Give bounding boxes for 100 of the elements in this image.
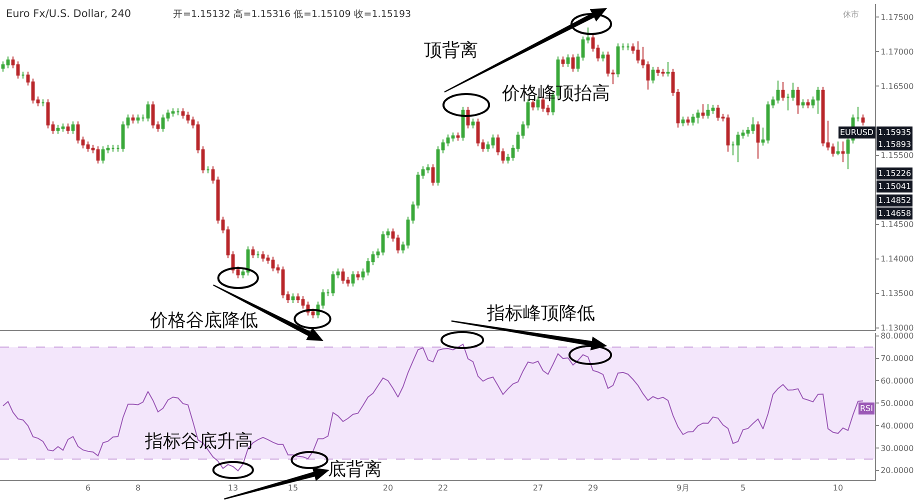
candlestick xyxy=(201,146,205,174)
annotation: 指标峰顶降低 xyxy=(486,303,595,323)
y-tick-label: 1.13000 xyxy=(880,324,914,333)
candlestick xyxy=(721,113,725,122)
candlestick xyxy=(431,164,435,186)
candlestick xyxy=(816,86,820,114)
chart-title: Euro Fx/U.S. Dollar, 240 xyxy=(6,8,132,20)
candlestick xyxy=(831,143,835,158)
candlestick xyxy=(486,140,490,152)
candlestick xyxy=(356,270,360,281)
candlestick xyxy=(311,308,315,319)
candlestick xyxy=(586,26,590,44)
candlestick xyxy=(861,114,865,126)
candlestick xyxy=(751,116,755,134)
candlestick xyxy=(391,228,395,242)
candlestick xyxy=(96,146,100,164)
text: 1.15935 xyxy=(878,128,912,137)
candlestick xyxy=(181,108,185,120)
x-tick-label: 6 xyxy=(85,484,91,493)
candlestick xyxy=(361,268,365,281)
candlestick xyxy=(706,104,710,120)
candlestick xyxy=(286,290,290,304)
candlestick xyxy=(86,140,90,152)
candlestick xyxy=(781,82,785,102)
candlestick xyxy=(11,56,15,69)
candlestick xyxy=(681,116,685,127)
candlestick xyxy=(136,114,140,124)
candlestick xyxy=(731,140,735,156)
candlestick xyxy=(351,270,355,287)
candlestick xyxy=(366,258,370,276)
y-tick-label: 1.15500 xyxy=(880,151,914,160)
y-tick-label: 70.0000 xyxy=(880,354,914,364)
candlestick xyxy=(481,138,485,152)
candlestick xyxy=(616,42,620,78)
candlestick xyxy=(101,146,105,164)
y-tick-label: 30.0000 xyxy=(880,444,914,453)
candlestick xyxy=(206,166,210,174)
candlestick xyxy=(291,292,295,304)
candlestick xyxy=(736,131,740,163)
y-tick-label: 1.14000 xyxy=(880,254,914,264)
candlestick xyxy=(266,254,270,264)
candlestick xyxy=(626,42,630,51)
candlestick xyxy=(21,71,25,80)
candlestick xyxy=(301,296,305,310)
candlestick xyxy=(56,124,60,134)
candlestick xyxy=(636,40,640,64)
x-tick-label: 8 xyxy=(135,484,141,493)
candlestick xyxy=(341,268,345,284)
candlestick xyxy=(371,250,375,266)
candlestick xyxy=(411,201,415,224)
candlestick xyxy=(381,230,385,256)
candlestick xyxy=(396,234,400,254)
candlestick xyxy=(826,120,830,151)
x-tick-label: 29 xyxy=(588,484,598,493)
x-tick-label: 5 xyxy=(740,484,746,493)
candlestick xyxy=(176,108,180,116)
candlestick xyxy=(511,144,515,162)
candlestick xyxy=(276,264,280,274)
candlestick xyxy=(281,266,285,299)
candlestick xyxy=(36,96,40,107)
candlestick xyxy=(491,134,495,149)
candlestick xyxy=(656,66,660,76)
candlestick xyxy=(6,56,10,69)
candlestick xyxy=(571,54,575,72)
annotation: 休市 xyxy=(843,10,859,19)
candlestick xyxy=(796,86,800,114)
candlestick xyxy=(496,134,500,156)
candlestick xyxy=(106,144,110,154)
candlestick xyxy=(91,144,95,154)
candlestick xyxy=(156,120,160,132)
candlestick xyxy=(646,60,650,90)
candlestick xyxy=(771,96,775,109)
x-tick-label: 22 xyxy=(438,484,448,493)
candlestick xyxy=(41,98,45,107)
candlestick xyxy=(426,164,430,174)
text: 1.15893 xyxy=(878,140,912,149)
candlestick xyxy=(121,120,125,152)
candlestick xyxy=(346,276,350,287)
candlestick xyxy=(386,228,390,239)
candlestick xyxy=(471,118,475,129)
candlestick xyxy=(641,46,645,69)
candlestick xyxy=(726,114,730,152)
candlestick xyxy=(761,127,765,146)
candlestick xyxy=(746,126,750,138)
candlestick xyxy=(171,108,175,118)
candlestick xyxy=(161,114,165,132)
candlestick xyxy=(166,109,170,122)
candlestick xyxy=(561,56,565,68)
candlestick xyxy=(16,60,20,80)
candlestick xyxy=(326,288,330,297)
y-tick-label: 1.16500 xyxy=(880,82,914,91)
y-tick-label: 1.17500 xyxy=(880,12,914,22)
candlestick xyxy=(836,140,840,156)
candlestick xyxy=(546,104,550,116)
candlestick xyxy=(631,42,635,54)
candlestick xyxy=(1,60,5,72)
candlestick xyxy=(516,131,520,152)
text: 开=1.15132 高=1.15316 低=1.15109 收=1.15193 xyxy=(173,8,412,20)
candlestick xyxy=(406,216,410,249)
candlestick xyxy=(126,114,130,129)
